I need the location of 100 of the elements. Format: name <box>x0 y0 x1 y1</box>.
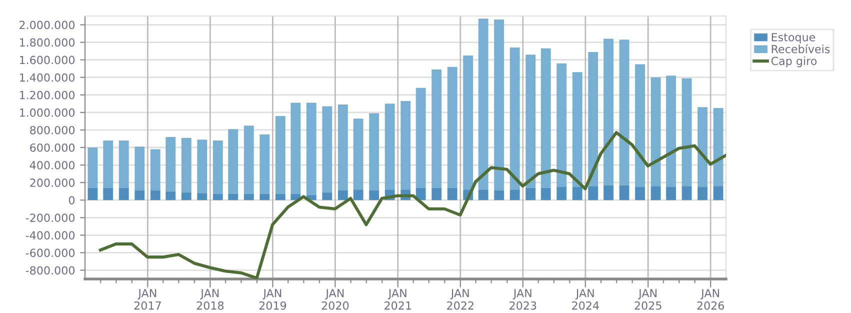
bar <box>260 134 270 194</box>
bar <box>181 192 192 200</box>
bar <box>494 190 504 200</box>
bar <box>353 118 364 190</box>
bar <box>212 140 223 194</box>
bar <box>197 193 208 200</box>
bar <box>540 48 551 188</box>
bar <box>322 192 332 200</box>
bar <box>369 190 380 200</box>
y-tick-label: 1.600.000 <box>20 56 75 64</box>
bar <box>197 140 208 194</box>
y-tick-label: 1.000.000 <box>20 108 75 117</box>
bar <box>619 40 630 186</box>
bar <box>306 102 316 195</box>
y-tick-label: -400.000 <box>26 231 75 240</box>
bar <box>416 88 426 188</box>
x-tick-label: JAN 2021 <box>384 289 411 310</box>
bar <box>635 64 645 187</box>
bar <box>166 191 176 200</box>
legend-label: Cap giro <box>771 56 817 68</box>
bar <box>103 188 114 200</box>
y-tick-label: 2.000.000 <box>20 20 75 30</box>
bar <box>134 146 145 190</box>
bar <box>510 190 520 200</box>
bar <box>713 186 724 200</box>
bar <box>338 104 348 190</box>
x-tick-label: JAN 2017 <box>134 289 161 310</box>
bar <box>478 18 488 190</box>
bar <box>447 66 458 188</box>
bar <box>510 48 520 190</box>
bar <box>588 186 598 200</box>
bar <box>463 55 474 190</box>
bar <box>556 186 567 200</box>
bar <box>526 188 536 200</box>
y-tick-label: 1.400.000 <box>20 73 75 82</box>
bar <box>88 188 98 200</box>
bar <box>682 78 692 186</box>
y-tick-label: 600.000 <box>30 143 75 152</box>
x-tick-label: JAN 2023 <box>510 289 536 310</box>
bar <box>275 116 286 194</box>
bar <box>650 186 661 200</box>
bar <box>166 136 176 192</box>
bar <box>353 190 364 200</box>
y-tick-label: -800.000 <box>26 266 75 275</box>
bar <box>150 149 160 190</box>
bar <box>244 194 254 200</box>
x-tick-label: JAN 2020 <box>322 289 349 310</box>
y-tick-label: 400.000 <box>30 161 75 170</box>
bar <box>447 188 458 200</box>
bar <box>635 186 645 200</box>
bar <box>150 190 160 200</box>
x-tick-label: JAN 2026 <box>697 289 724 310</box>
bar <box>432 69 442 188</box>
bar <box>103 140 114 188</box>
y-tick-label: 1.200.000 <box>20 90 75 100</box>
bar <box>181 138 192 192</box>
bar <box>494 20 504 190</box>
x-tick-label: JAN 2025 <box>634 289 662 310</box>
x-tick-label: JAN 2022 <box>447 289 474 310</box>
y-tick-label: 800.000 <box>30 126 75 134</box>
bar <box>619 185 630 200</box>
bar <box>228 129 238 194</box>
legend-label: Recebíveis <box>772 44 830 54</box>
y-tick-label: 1.800.000 <box>20 38 75 47</box>
bar <box>572 186 582 200</box>
bar <box>604 185 614 200</box>
bar <box>275 194 286 200</box>
bar <box>118 188 129 200</box>
bar <box>526 54 536 188</box>
bar <box>713 108 724 186</box>
bar <box>260 194 270 200</box>
y-tick-label: -200.000 <box>26 214 75 222</box>
bar <box>369 113 380 190</box>
bar <box>698 107 708 187</box>
x-tick-label: JAN 2024 <box>572 289 599 310</box>
bar <box>244 126 254 194</box>
bar <box>572 72 582 187</box>
bar <box>400 101 411 190</box>
bar <box>384 104 395 190</box>
bar <box>540 188 551 200</box>
bar <box>478 190 488 200</box>
x-tick-label: JAN 2019 <box>259 289 286 310</box>
bar <box>228 194 238 200</box>
bar <box>338 190 348 200</box>
y-tick-label: 0 <box>68 196 75 204</box>
x-tick-label: JAN 2018 <box>196 289 224 310</box>
bar <box>556 63 567 187</box>
bar <box>650 77 661 186</box>
bar <box>134 190 145 200</box>
line-series <box>98 131 726 279</box>
bar <box>698 186 708 200</box>
bar <box>290 102 301 194</box>
bar <box>682 186 692 200</box>
y-tick-label: -600.000 <box>26 248 75 258</box>
bar <box>212 194 223 200</box>
bar <box>604 38 614 186</box>
bar <box>88 148 98 188</box>
bar <box>666 76 676 187</box>
legend-label: Estoque <box>772 33 816 44</box>
bar <box>118 140 129 188</box>
